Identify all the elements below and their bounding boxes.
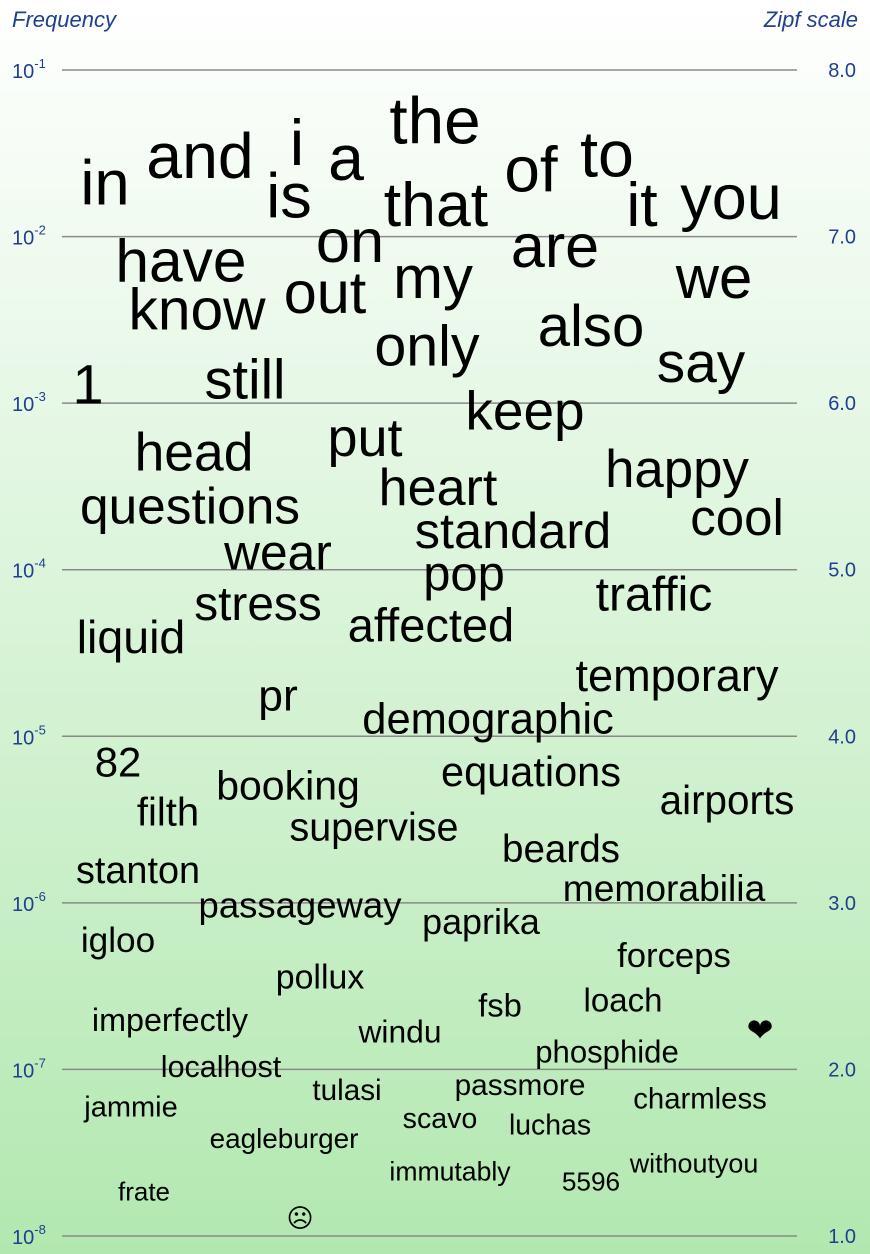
word-label: my (393, 244, 473, 311)
word-label: localhost (161, 1050, 282, 1084)
word-label: a (328, 122, 364, 194)
word-label: 82 (95, 738, 142, 785)
right-tick-label: 5.0 (828, 560, 856, 582)
right-tick-label: 1.0 (828, 1226, 856, 1248)
word-label: it (626, 170, 657, 240)
word-label: frate (118, 1176, 170, 1206)
word-label: stress (194, 578, 321, 631)
left-tick-label: 10-4 (12, 556, 46, 583)
word-label: also (538, 294, 645, 359)
word-label: memorabilia (563, 867, 766, 909)
word-label: charmless (633, 1082, 767, 1115)
word-label: head (135, 424, 254, 483)
word-label: jammie (83, 1092, 177, 1124)
word-label: only (374, 314, 480, 378)
left-tick-label: 10-6 (12, 889, 46, 916)
word-label: is (266, 162, 312, 232)
word-label: the (389, 85, 480, 158)
left-tick-label: 10-8 (12, 1222, 46, 1249)
word-label: you (680, 163, 781, 233)
word-label: phosphide (535, 1034, 679, 1069)
word-label: pollux (276, 958, 365, 996)
word-label: airports (660, 777, 795, 823)
word-label: on (316, 207, 384, 275)
word-label: traffic (596, 567, 713, 621)
word-label: pop (423, 548, 505, 602)
word-label: happy (605, 440, 749, 499)
tick-labels: 8.0 10-1 7.0 10-2 6.0 10-3 5.0 10-4 4.0 10-5 3.0 10… (12, 56, 856, 1249)
left-tick-label: 10-1 (12, 56, 46, 83)
word-label: scavo (403, 1103, 478, 1135)
word-label: pr (258, 672, 298, 721)
word-label: supervise (289, 805, 458, 849)
right-axis-title: Zipf scale (763, 7, 858, 32)
word-label: filth (137, 791, 199, 835)
right-tick-label: 6.0 (828, 393, 856, 415)
word-label: beards (502, 828, 620, 871)
word-label: passmore (455, 1069, 586, 1102)
word-label: heart (379, 459, 498, 517)
word-label: are (511, 212, 599, 280)
word-label: passageway (199, 885, 403, 926)
word-label: ☹ (286, 1203, 313, 1233)
word-label: that (384, 170, 488, 240)
word-label: eagleburger (210, 1123, 359, 1154)
word-label: withoutyou (629, 1148, 759, 1178)
word-label: know (128, 277, 266, 342)
left-tick-label: 10-7 (12, 1055, 46, 1082)
right-tick-label: 7.0 (828, 227, 856, 249)
word-label: imperfectly (92, 1002, 249, 1038)
word-label: questions (80, 476, 300, 534)
word-label: put (327, 408, 402, 468)
word-label: i (290, 106, 304, 179)
word-label: fsb (478, 986, 522, 1023)
left-tick-label: 10-5 (12, 722, 46, 749)
word-label: forceps (617, 937, 731, 975)
left-tick-label: 10-3 (12, 389, 46, 416)
left-axis-title: Frequency (12, 7, 118, 32)
word-label: and (146, 120, 253, 192)
word-label: igloo (81, 921, 155, 960)
word-label: in (80, 148, 129, 218)
right-tick-label: 4.0 (828, 726, 856, 748)
word-label: 5596 (562, 1166, 620, 1196)
word-label: temporary (576, 650, 779, 701)
word-label: luchas (509, 1110, 591, 1142)
word-label: have (115, 227, 246, 295)
word-label: liquid (77, 611, 186, 663)
word-label: paprika (422, 902, 540, 942)
word-label: ❤ (747, 1012, 774, 1048)
word-label: say (657, 332, 746, 395)
word-label: 1 (72, 352, 103, 415)
left-tick-label: 10-2 (12, 223, 46, 250)
gridlines (62, 69, 797, 1237)
word-label: wear (223, 524, 332, 580)
word-label: we (675, 244, 753, 311)
word-label: still (204, 347, 285, 410)
word-label: immutably (389, 1157, 511, 1187)
word-label: stanton (76, 850, 200, 892)
word-label: to (580, 119, 634, 191)
word-label: keep (465, 380, 584, 442)
word-label: booking (216, 762, 360, 808)
word-label: of (504, 133, 558, 205)
word-label: equations (441, 748, 621, 795)
right-tick-label: 3.0 (828, 893, 856, 915)
word-label: windu (357, 1014, 441, 1050)
right-tick-label: 2.0 (828, 1059, 856, 1081)
right-tick-label: 8.0 (828, 60, 856, 82)
word-label: demographic (362, 696, 613, 744)
word-label: standard (415, 502, 612, 559)
word-label: out (284, 259, 367, 326)
word-label: cool (690, 489, 784, 546)
word-label: tulasi (312, 1074, 381, 1107)
word-label: affected (348, 599, 514, 652)
word-label: loach (584, 981, 663, 1018)
